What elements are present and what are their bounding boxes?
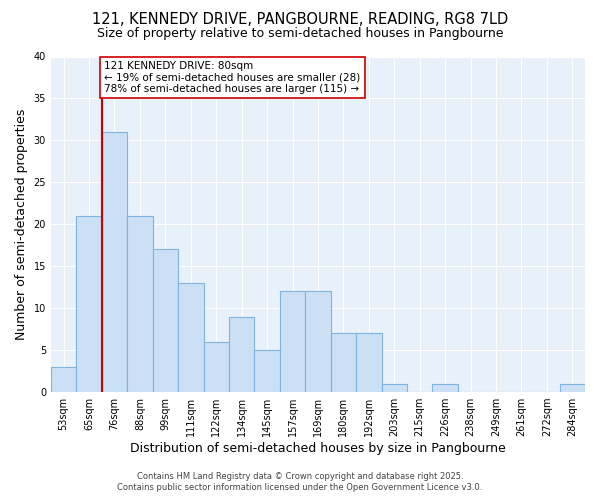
Bar bbox=[305, 292, 331, 392]
Text: Size of property relative to semi-detached houses in Pangbourne: Size of property relative to semi-detach… bbox=[97, 28, 503, 40]
Bar bbox=[280, 292, 305, 392]
Bar bbox=[203, 342, 229, 392]
Text: 121, KENNEDY DRIVE, PANGBOURNE, READING, RG8 7LD: 121, KENNEDY DRIVE, PANGBOURNE, READING,… bbox=[92, 12, 508, 28]
Bar bbox=[152, 250, 178, 392]
Bar bbox=[102, 132, 127, 392]
Bar bbox=[254, 350, 280, 392]
Bar bbox=[76, 216, 102, 392]
Text: Contains HM Land Registry data © Crown copyright and database right 2025.
Contai: Contains HM Land Registry data © Crown c… bbox=[118, 472, 482, 492]
Bar bbox=[51, 367, 76, 392]
Y-axis label: Number of semi-detached properties: Number of semi-detached properties bbox=[15, 108, 28, 340]
Bar bbox=[560, 384, 585, 392]
Bar bbox=[331, 334, 356, 392]
X-axis label: Distribution of semi-detached houses by size in Pangbourne: Distribution of semi-detached houses by … bbox=[130, 442, 506, 455]
Bar bbox=[433, 384, 458, 392]
Text: 121 KENNEDY DRIVE: 80sqm
← 19% of semi-detached houses are smaller (28)
78% of s: 121 KENNEDY DRIVE: 80sqm ← 19% of semi-d… bbox=[104, 60, 361, 94]
Bar bbox=[127, 216, 152, 392]
Bar bbox=[382, 384, 407, 392]
Bar bbox=[178, 283, 203, 392]
Bar bbox=[229, 316, 254, 392]
Bar bbox=[356, 334, 382, 392]
